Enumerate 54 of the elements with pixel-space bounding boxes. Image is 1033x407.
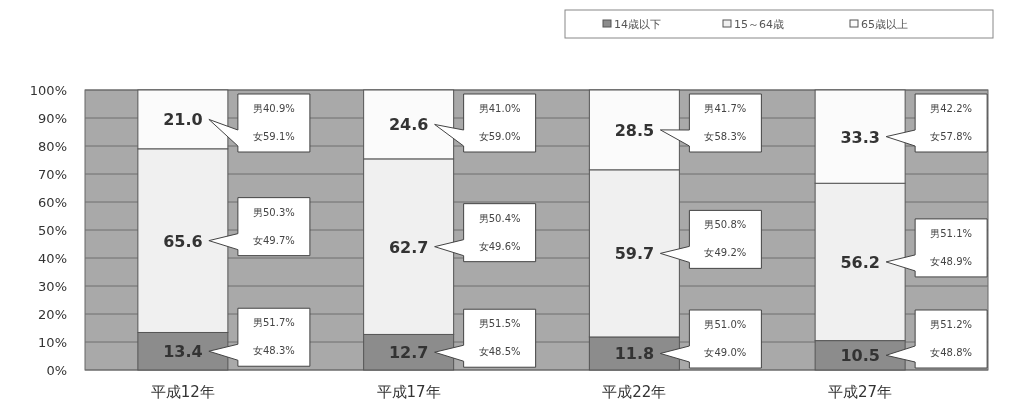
legend-label: 65歳以上	[861, 18, 908, 31]
legend-label: 15～64歳	[734, 18, 784, 31]
annotation: 女59.0%	[478, 131, 521, 142]
annotation: 男51.2%	[930, 319, 973, 330]
y-tick-label: 30%	[38, 279, 67, 294]
annotation: 女58.3%	[704, 131, 747, 142]
y-tick-label: 50%	[38, 223, 67, 238]
data-label: 21.0	[163, 110, 203, 130]
annotation: 女49.2%	[704, 247, 747, 259]
data-label: 11.8	[614, 344, 655, 364]
annotation: 男51.7%	[252, 317, 295, 329]
annotation: 女49.0%	[704, 347, 747, 358]
y-tick-label: 90%	[38, 111, 67, 126]
data-label: 59.7	[614, 244, 655, 264]
annotation: 男50.3%	[252, 206, 295, 218]
annotation: 女57.8%	[930, 131, 973, 142]
data-label: 13.4	[163, 342, 203, 362]
x-tick-label: 平成12年	[150, 383, 215, 401]
y-tick-label: 40%	[38, 251, 67, 266]
y-tick-label: 0%	[46, 363, 67, 378]
x-tick-label: 平成22年	[602, 383, 667, 401]
y-tick-label: 10%	[38, 335, 67, 350]
y-tick-label: 80%	[38, 139, 67, 154]
annotation: 男41.0%	[478, 103, 521, 114]
annotation: 女48.9%	[930, 255, 973, 267]
data-label: 24.6	[388, 115, 429, 135]
annotation: 女49.6%	[478, 240, 521, 252]
annotation: 女49.7%	[252, 234, 295, 246]
annotation: 女48.3%	[252, 345, 295, 357]
annotation: 男51.5%	[478, 318, 521, 330]
annotation: 男40.9%	[252, 103, 295, 114]
annotation: 男50.4%	[478, 212, 521, 224]
data-label: 10.5	[840, 346, 880, 366]
legend-label: 14歳以下	[614, 18, 661, 31]
annotation: 女48.8%	[930, 347, 973, 358]
y-tick-label: 60%	[38, 195, 67, 210]
annotation: 男51.0%	[704, 319, 747, 330]
annotation: 男42.2%	[930, 103, 973, 114]
data-label: 56.2	[840, 252, 880, 272]
x-tick-label: 平成27年	[828, 383, 893, 401]
data-label: 65.6	[163, 231, 203, 251]
annotation: 男50.8%	[704, 219, 747, 231]
data-label: 33.3	[840, 127, 880, 147]
annotation: 男41.7%	[704, 103, 747, 114]
data-label: 62.7	[388, 237, 429, 257]
data-label: 28.5	[614, 120, 655, 140]
annotation: 女59.1%	[252, 131, 295, 142]
x-tick-label: 平成17年	[376, 383, 441, 401]
data-label: 12.7	[388, 343, 429, 363]
y-tick-label: 20%	[38, 307, 67, 322]
annotation: 男51.1%	[930, 227, 973, 239]
y-tick-label: 70%	[38, 167, 67, 182]
annotation: 女48.5%	[478, 346, 521, 358]
y-tick-label: 100%	[29, 83, 67, 98]
